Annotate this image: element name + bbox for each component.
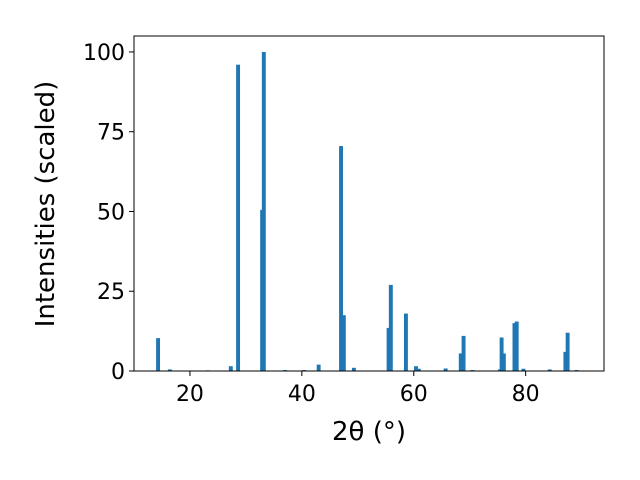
bar [416,368,421,371]
bar [512,323,517,371]
bar [461,335,466,371]
bar [443,368,448,371]
bar [388,284,393,371]
bar [228,366,233,371]
bar [501,353,506,371]
x-tick-label: 60 [400,382,428,407]
bar [458,353,463,371]
bar [514,321,519,371]
bar [386,327,391,371]
y-tick-label: 25 [97,280,125,305]
x-tick-label: 80 [512,382,540,407]
bar [261,51,266,371]
bar [167,369,172,371]
bar [547,369,552,371]
bar [316,364,321,371]
x-axis-label: 2θ (°) [332,417,406,447]
y-axis-label: Intensities (scaled) [31,81,61,328]
bar [521,368,526,371]
x-tick-label: 40 [288,382,316,407]
bar [339,146,343,371]
plot-frame [133,35,605,372]
bar [563,351,568,371]
bar [414,366,418,371]
bar [341,315,346,371]
bar [499,337,504,371]
bar [236,64,241,371]
y-tick-label: 50 [97,200,125,225]
bar [565,332,570,371]
y-tick-label: 0 [111,360,125,385]
bar [156,338,161,371]
y-tick-label: 100 [83,41,125,66]
bar [403,313,408,371]
x-tick-label: 20 [176,382,204,407]
y-tick-label: 75 [97,121,125,146]
bar [351,367,356,371]
